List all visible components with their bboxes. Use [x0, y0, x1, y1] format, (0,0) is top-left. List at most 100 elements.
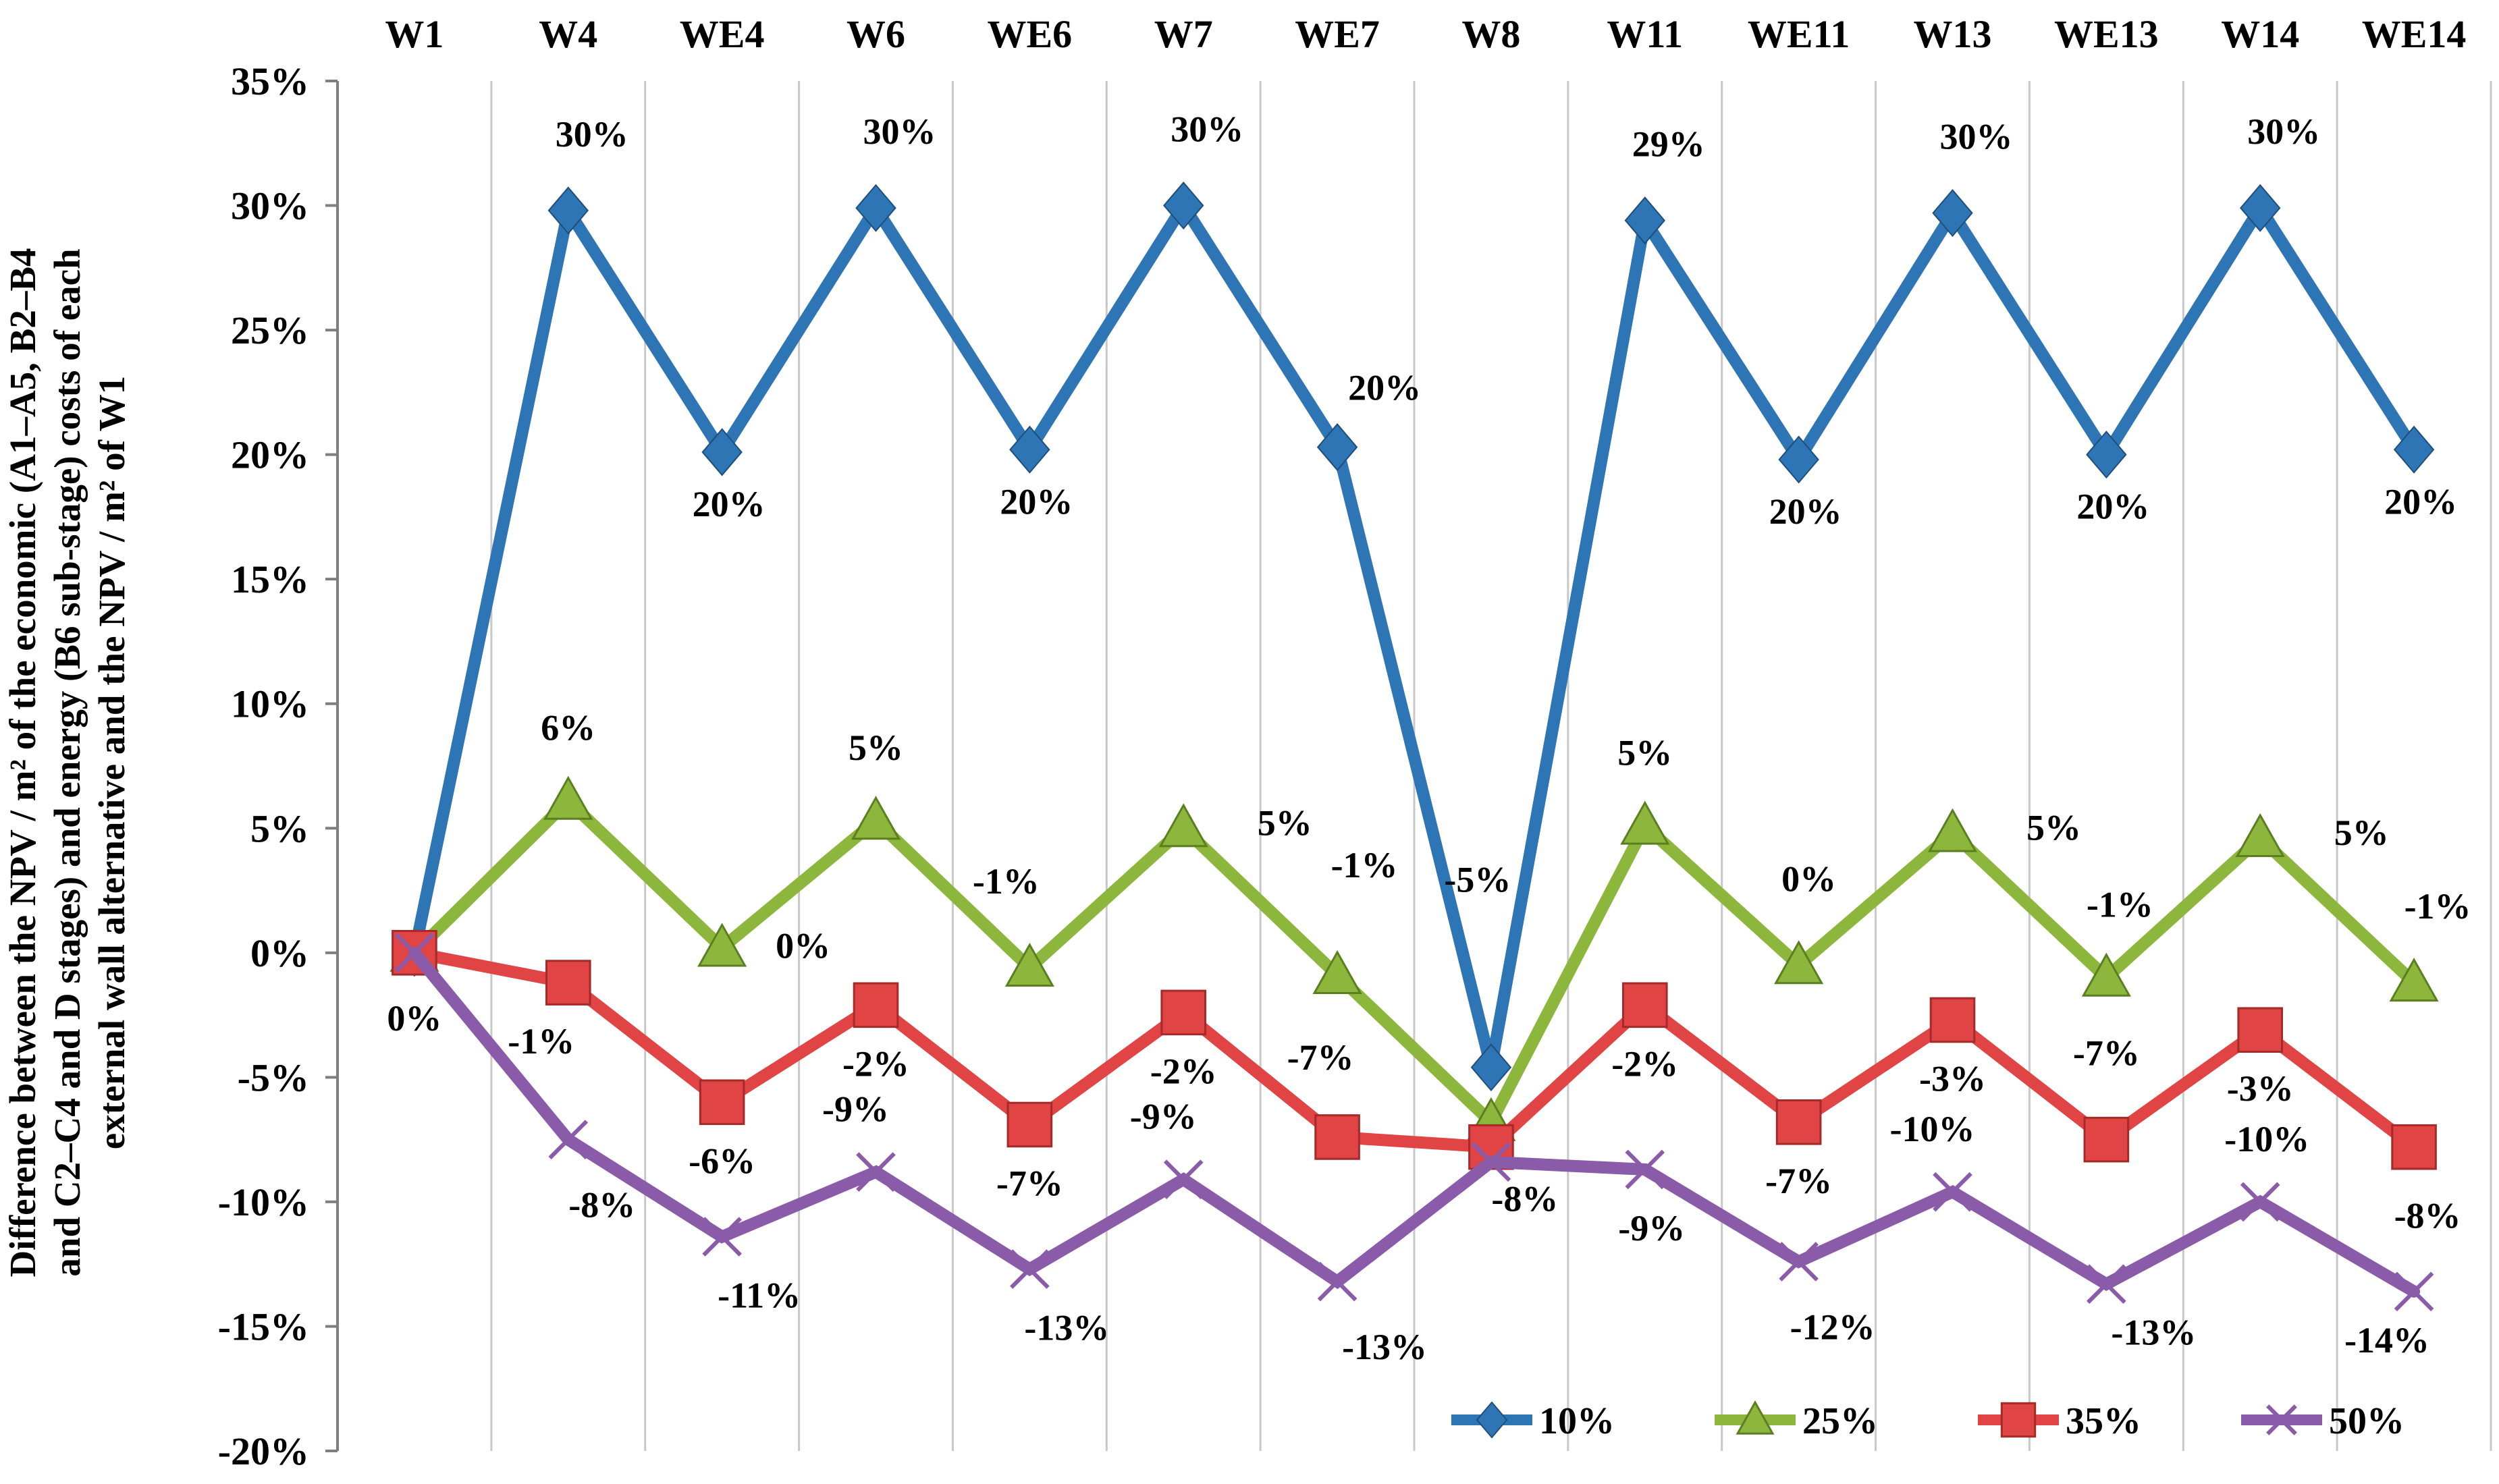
- y-tick-label: -5%: [238, 1055, 309, 1099]
- data-label: -9%: [822, 1089, 889, 1130]
- data-label: -7%: [2073, 1033, 2140, 1074]
- data-point: [1779, 1242, 1819, 1282]
- data-point: [1929, 997, 1976, 1043]
- data-point: [702, 1217, 742, 1257]
- y-tick-label: 25%: [231, 308, 309, 352]
- data-point: [547, 186, 589, 235]
- data-point: [1163, 1159, 1204, 1200]
- data-label: -14%: [2344, 1320, 2429, 1361]
- legend-marker: [1736, 1400, 1775, 1435]
- data-point: [1470, 1043, 1512, 1092]
- data-point: [1004, 942, 1054, 987]
- data-label: -8%: [1491, 1179, 1558, 1219]
- data-label: -1%: [973, 861, 1040, 902]
- y-tick-label: -15%: [218, 1304, 309, 1348]
- data-point: [2394, 1271, 2434, 1312]
- data-label: -2%: [1611, 1043, 1678, 1084]
- data-label: -1%: [1331, 845, 1398, 885]
- data-label: -8%: [2394, 1196, 2461, 1236]
- y-tick-label: -20%: [218, 1429, 309, 1473]
- data-point: [853, 982, 899, 1028]
- y-axis-label-line: external wall alternative and the NPV / …: [91, 376, 132, 1149]
- y-tick-label: 0%: [250, 931, 309, 975]
- data-label: 0%: [1781, 858, 1836, 899]
- y-tick-label: 35%: [231, 59, 309, 103]
- x-tick-label: WE4: [680, 12, 765, 56]
- x-tick-label: W8: [1461, 12, 1520, 56]
- x-tick-label: W6: [847, 12, 905, 56]
- data-point: [2083, 1116, 2130, 1163]
- legend-label: 25%: [1802, 1400, 1878, 1442]
- data-point: [697, 923, 747, 967]
- data-point: [2391, 1124, 2437, 1170]
- data-label: 6%: [541, 708, 595, 748]
- data-point: [2239, 184, 2281, 232]
- data-point: [1620, 800, 1670, 845]
- data-label: 20%: [2076, 487, 2149, 527]
- x-tick-label: WE11: [1748, 12, 1850, 56]
- data-label: 0%: [387, 998, 441, 1039]
- data-label: -9%: [1130, 1097, 1197, 1137]
- y-tick-label: 20%: [231, 433, 309, 477]
- x-tick-label: WE14: [2362, 12, 2467, 56]
- legend-item: 35%: [1978, 1400, 2141, 1442]
- data-label: 20%: [1769, 491, 1842, 532]
- data-label: 0%: [776, 925, 830, 966]
- data-label: 30%: [1171, 109, 1243, 150]
- x-tick-label: W11: [1607, 12, 1683, 56]
- data-point: [1162, 182, 1204, 230]
- series-10pct: [394, 182, 2435, 1092]
- data-point: [1160, 989, 1207, 1036]
- series-50pct: [394, 933, 2434, 1312]
- series-line: [408, 194, 2421, 1069]
- data-label: -2%: [1150, 1051, 1217, 1091]
- data-label: -1%: [2404, 886, 2471, 927]
- data-label: -13%: [2111, 1313, 2196, 1353]
- data-label: 30%: [1940, 117, 2013, 157]
- data-point: [1010, 1249, 1050, 1289]
- data-label: -7%: [1765, 1161, 1832, 1201]
- data-point: [1625, 1149, 1665, 1190]
- data-point: [1317, 1261, 1358, 1302]
- data-label: 20%: [1000, 481, 1073, 522]
- data-point: [2393, 425, 2435, 474]
- data-point: [851, 796, 901, 840]
- data-point: [2087, 1264, 2126, 1304]
- data-label: -13%: [1024, 1308, 1109, 1348]
- data-point: [1778, 435, 1819, 484]
- y-tick-label: -10%: [218, 1180, 309, 1224]
- series-line: [408, 946, 2421, 1153]
- data-label: -10%: [2224, 1119, 2309, 1159]
- data-point: [1775, 1099, 1822, 1145]
- x-tick-label: W4: [539, 12, 597, 56]
- y-tick-label: 15%: [231, 557, 309, 601]
- series-layer: [389, 182, 2439, 1312]
- axis-layer: -20% -15% -10% -5% 0% 5% 10% 15% 20% 25% 30% 35% W1 W…: [218, 12, 2467, 1473]
- legend: 10% 25% 35% 50%: [1451, 1400, 2404, 1442]
- data-label: 29%: [1632, 124, 1705, 165]
- data-label: 20%: [2384, 481, 2457, 522]
- data-label: 5%: [2026, 808, 2081, 848]
- legend-marker: [2266, 1404, 2297, 1435]
- legend-marker: [2000, 1402, 2037, 1438]
- data-label: -7%: [1287, 1037, 1354, 1078]
- data-label: 5%: [1258, 802, 1312, 843]
- data-label: 5%: [1617, 733, 1672, 773]
- data-label: -2%: [842, 1043, 909, 1084]
- data-point: [1933, 1172, 1972, 1212]
- x-tick-label: WE13: [2054, 12, 2159, 56]
- legend-label: 35%: [2066, 1400, 2141, 1442]
- data-point: [2086, 431, 2127, 479]
- y-axis-label: Difference between the NPV / m² of the e…: [2, 248, 132, 1277]
- y-tick-label: 5%: [250, 806, 309, 850]
- data-point: [855, 184, 896, 232]
- x-tick-label: W1: [385, 12, 444, 56]
- data-label: -13%: [1342, 1327, 1427, 1367]
- data-point: [2240, 1182, 2280, 1222]
- y-axis-label-line: and C2–C4 and D stages) and energy (B6 s…: [47, 248, 88, 1276]
- data-label: 20%: [1348, 368, 1421, 408]
- legend-item: 10%: [1451, 1400, 1615, 1442]
- data-point: [1932, 189, 1973, 238]
- legend-marker: [1476, 1401, 1508, 1439]
- data-point: [1314, 1114, 1360, 1160]
